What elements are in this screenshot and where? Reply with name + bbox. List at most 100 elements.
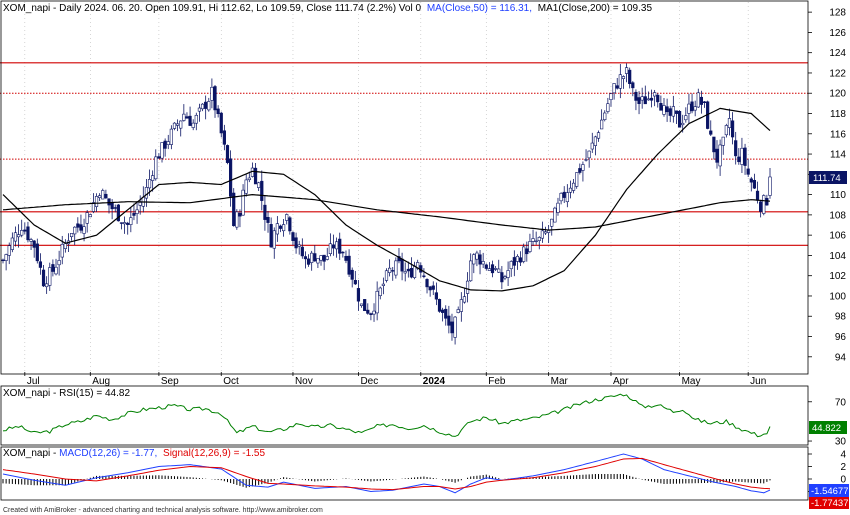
candle-body xyxy=(247,177,251,181)
candle-body xyxy=(428,286,432,291)
candle-body xyxy=(176,123,180,126)
candle-body xyxy=(487,268,491,271)
candle-body xyxy=(23,229,27,232)
candle-body xyxy=(596,132,601,139)
candle-body xyxy=(297,244,301,247)
candle-body xyxy=(621,76,626,79)
candle xyxy=(578,163,582,175)
candle-body xyxy=(653,92,657,97)
candle-body xyxy=(341,251,345,254)
candle-body xyxy=(712,136,716,153)
candle-body xyxy=(674,110,679,114)
candle xyxy=(388,259,392,277)
candle xyxy=(568,180,573,199)
candle xyxy=(257,181,261,192)
candle-body xyxy=(104,193,108,199)
candle xyxy=(331,234,336,256)
candle xyxy=(709,120,713,136)
candle-body xyxy=(734,140,738,157)
candle-body xyxy=(122,222,127,225)
candle xyxy=(300,238,304,259)
candle-body xyxy=(381,283,385,286)
macd-value-tag: -1.54677 xyxy=(809,484,849,497)
candle-body xyxy=(759,201,763,212)
candle xyxy=(715,140,719,169)
candle xyxy=(185,112,189,119)
candle-body xyxy=(593,136,597,146)
candle-body xyxy=(565,192,569,203)
month-label-oct: Oct xyxy=(223,376,239,387)
candle xyxy=(515,254,520,270)
candle-body xyxy=(528,241,532,252)
candle xyxy=(752,173,757,189)
candle xyxy=(16,224,21,248)
month-label-aug: Aug xyxy=(92,376,110,387)
candle xyxy=(76,217,80,233)
candle xyxy=(104,189,108,200)
price-tick-label: 110 xyxy=(830,190,846,201)
month-label-apr: Apr xyxy=(613,376,629,387)
candle xyxy=(425,278,429,294)
candle-body xyxy=(57,260,61,266)
candle xyxy=(649,89,654,108)
candle xyxy=(10,232,14,253)
candle xyxy=(172,122,177,131)
candle xyxy=(359,303,364,308)
candle xyxy=(60,235,64,265)
candle-body xyxy=(335,241,339,250)
price-tick-label: 122 xyxy=(829,68,846,79)
candle-body xyxy=(431,285,435,290)
candle-body xyxy=(531,238,535,242)
price-tick-label: 128 xyxy=(829,8,846,19)
candle xyxy=(126,221,130,235)
candle-body xyxy=(269,224,273,248)
candle-body xyxy=(244,179,248,194)
candle-body xyxy=(172,122,177,129)
candle-body xyxy=(562,191,566,198)
candle xyxy=(518,251,523,266)
candle xyxy=(662,98,666,117)
candle xyxy=(375,281,379,321)
candle-body xyxy=(718,144,722,167)
candle-body xyxy=(366,309,370,314)
candle xyxy=(581,161,585,182)
candle-body xyxy=(300,246,304,257)
candle xyxy=(191,119,195,131)
candle xyxy=(313,245,317,262)
candle xyxy=(637,91,641,115)
candle-body xyxy=(503,276,507,279)
candle xyxy=(157,153,161,159)
candle xyxy=(506,261,510,287)
candle-body xyxy=(129,217,133,225)
candle-body xyxy=(525,248,529,255)
candle-body xyxy=(263,204,267,220)
candle-body xyxy=(727,118,732,128)
price-tick-label: 126 xyxy=(829,28,846,39)
candle-body xyxy=(16,234,21,238)
candle-body xyxy=(684,115,688,121)
macd-panel: -2024 XOM_napi - MACD(12,26) = -1.77, Si… xyxy=(2,448,849,509)
macd-line xyxy=(2,453,771,494)
candle xyxy=(20,219,24,238)
candle-body xyxy=(740,147,744,165)
candle xyxy=(303,251,308,269)
candle-body xyxy=(188,115,192,126)
candle-body xyxy=(210,86,214,101)
candle xyxy=(200,103,205,112)
candle-body xyxy=(225,145,230,163)
candle-body xyxy=(328,243,332,255)
candle xyxy=(182,104,186,122)
candle xyxy=(668,105,672,123)
candle xyxy=(113,204,117,213)
candle-body xyxy=(85,212,89,224)
candle-body xyxy=(578,168,582,173)
candle-body xyxy=(375,290,379,314)
candle xyxy=(328,233,332,257)
candle-body xyxy=(518,257,523,263)
candle-body xyxy=(116,204,120,222)
candle xyxy=(160,142,164,163)
candle-body xyxy=(512,257,516,266)
price-tick-label: 114 xyxy=(830,150,846,161)
candle-body xyxy=(709,130,713,135)
candle-body xyxy=(671,106,675,117)
